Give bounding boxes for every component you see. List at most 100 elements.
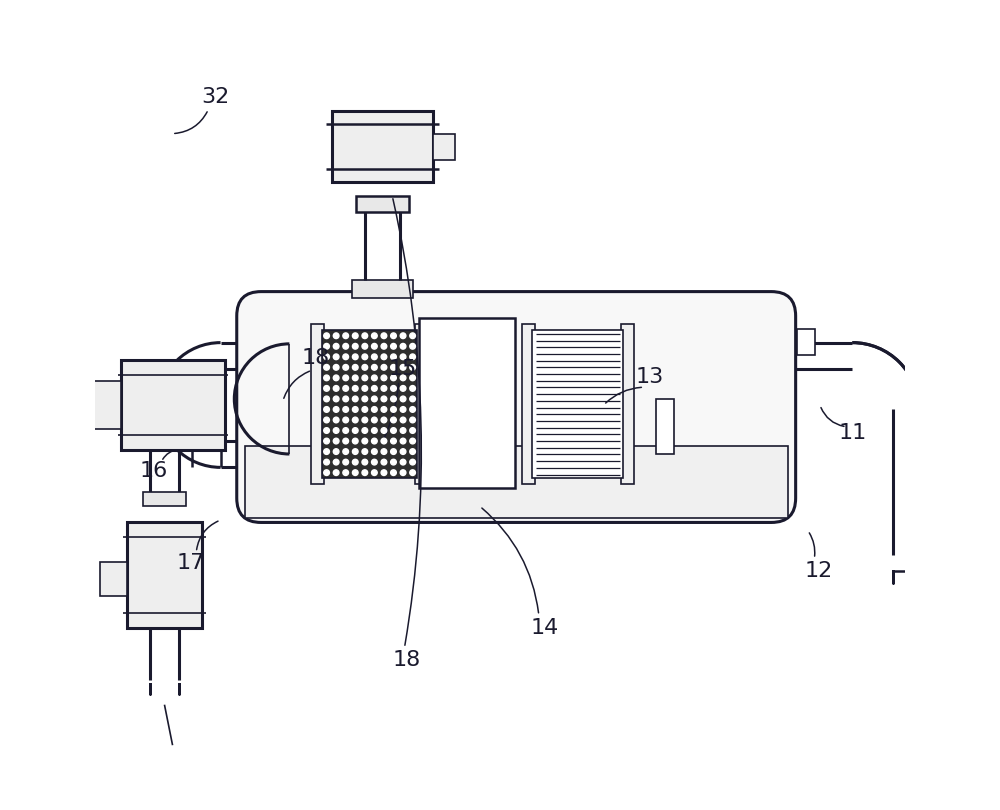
Circle shape bbox=[362, 449, 368, 454]
Circle shape bbox=[333, 459, 339, 465]
Circle shape bbox=[410, 449, 415, 454]
Circle shape bbox=[362, 375, 368, 381]
Circle shape bbox=[381, 459, 387, 465]
Circle shape bbox=[391, 396, 396, 402]
Circle shape bbox=[391, 428, 396, 433]
Circle shape bbox=[391, 407, 396, 412]
Bar bbox=[121, 360, 225, 450]
Circle shape bbox=[324, 449, 329, 454]
Circle shape bbox=[362, 386, 368, 391]
Circle shape bbox=[343, 417, 349, 423]
Bar bbox=[522, 324, 535, 484]
Circle shape bbox=[352, 354, 358, 360]
Bar bbox=[532, 330, 623, 478]
Circle shape bbox=[333, 333, 339, 339]
Circle shape bbox=[410, 375, 415, 381]
Bar bbox=[352, 280, 413, 298]
Circle shape bbox=[400, 364, 406, 370]
Circle shape bbox=[343, 375, 349, 381]
Circle shape bbox=[381, 354, 387, 360]
Circle shape bbox=[352, 449, 358, 454]
Circle shape bbox=[372, 449, 377, 454]
Circle shape bbox=[324, 386, 329, 391]
Circle shape bbox=[410, 343, 415, 349]
Circle shape bbox=[352, 459, 358, 465]
Circle shape bbox=[333, 417, 339, 423]
Circle shape bbox=[400, 396, 406, 402]
Circle shape bbox=[372, 417, 377, 423]
Circle shape bbox=[324, 396, 329, 402]
Circle shape bbox=[400, 438, 406, 444]
Circle shape bbox=[333, 354, 339, 360]
Bar bbox=[415, 324, 428, 484]
Circle shape bbox=[391, 449, 396, 454]
Circle shape bbox=[362, 407, 368, 412]
Bar bbox=[100, 562, 127, 596]
Circle shape bbox=[372, 386, 377, 391]
Text: 12: 12 bbox=[804, 561, 832, 581]
Text: 16: 16 bbox=[139, 462, 167, 481]
Circle shape bbox=[381, 333, 387, 339]
Circle shape bbox=[381, 438, 387, 444]
Circle shape bbox=[324, 438, 329, 444]
Circle shape bbox=[352, 470, 358, 475]
Circle shape bbox=[343, 386, 349, 391]
Circle shape bbox=[362, 364, 368, 370]
Circle shape bbox=[324, 428, 329, 433]
Circle shape bbox=[362, 459, 368, 465]
Circle shape bbox=[343, 449, 349, 454]
Circle shape bbox=[324, 354, 329, 360]
Circle shape bbox=[391, 470, 396, 475]
Circle shape bbox=[352, 333, 358, 339]
Bar bbox=[332, 111, 433, 182]
Circle shape bbox=[400, 449, 406, 454]
Circle shape bbox=[333, 396, 339, 402]
Circle shape bbox=[381, 396, 387, 402]
Circle shape bbox=[324, 333, 329, 339]
Circle shape bbox=[324, 364, 329, 370]
Text: 13: 13 bbox=[636, 367, 664, 386]
Circle shape bbox=[372, 343, 377, 349]
Circle shape bbox=[400, 354, 406, 360]
Circle shape bbox=[381, 417, 387, 423]
Circle shape bbox=[381, 428, 387, 433]
Circle shape bbox=[391, 343, 396, 349]
Circle shape bbox=[381, 364, 387, 370]
Circle shape bbox=[343, 438, 349, 444]
Bar bbox=[311, 324, 324, 484]
Circle shape bbox=[343, 470, 349, 475]
Text: 18: 18 bbox=[301, 348, 329, 368]
Circle shape bbox=[352, 438, 358, 444]
Text: 14: 14 bbox=[530, 618, 559, 637]
Circle shape bbox=[372, 375, 377, 381]
Circle shape bbox=[343, 354, 349, 360]
Bar bbox=[245, 446, 788, 518]
Circle shape bbox=[343, 364, 349, 370]
Circle shape bbox=[343, 407, 349, 412]
Circle shape bbox=[391, 386, 396, 391]
Circle shape bbox=[324, 417, 329, 423]
Bar bbox=[621, 324, 634, 484]
Circle shape bbox=[352, 428, 358, 433]
Bar bbox=[419, 318, 515, 488]
Circle shape bbox=[324, 459, 329, 465]
Circle shape bbox=[381, 407, 387, 412]
Circle shape bbox=[381, 449, 387, 454]
Circle shape bbox=[400, 343, 406, 349]
Circle shape bbox=[410, 428, 415, 433]
Circle shape bbox=[372, 438, 377, 444]
Circle shape bbox=[333, 407, 339, 412]
Text: 11: 11 bbox=[838, 424, 866, 443]
Circle shape bbox=[381, 375, 387, 381]
Circle shape bbox=[324, 470, 329, 475]
Circle shape bbox=[372, 364, 377, 370]
Bar bbox=[143, 492, 186, 506]
Circle shape bbox=[343, 428, 349, 433]
Circle shape bbox=[362, 333, 368, 339]
Circle shape bbox=[333, 470, 339, 475]
Circle shape bbox=[410, 396, 415, 402]
Circle shape bbox=[391, 438, 396, 444]
Text: 32: 32 bbox=[201, 87, 229, 107]
Circle shape bbox=[362, 396, 368, 402]
Circle shape bbox=[381, 470, 387, 475]
